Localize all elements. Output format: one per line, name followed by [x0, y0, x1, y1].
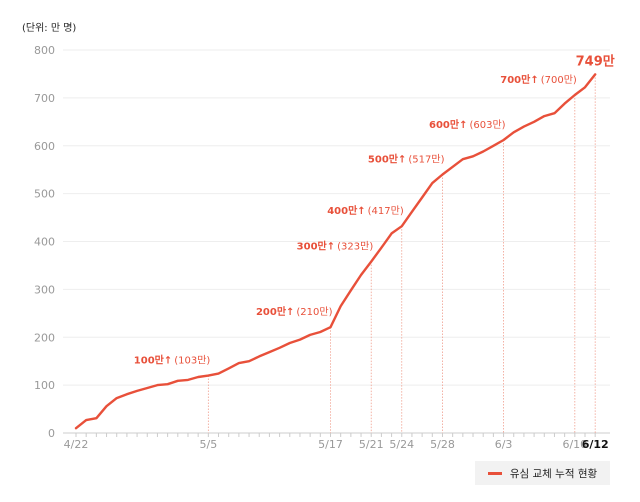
milestone-annotation: 400만↑ (417만) — [327, 204, 404, 217]
milestone-actual: (417만) — [368, 205, 404, 217]
milestone-threshold: 700만↑ — [500, 73, 538, 86]
legend: 유심 교체 누적 현황 — [475, 461, 610, 485]
milestone-annotation: 500만↑ (517만) — [368, 152, 445, 165]
y-tick-label: 200 — [34, 331, 55, 344]
milestone-threshold: 400만↑ — [327, 204, 365, 217]
y-tick-label: 300 — [34, 283, 55, 296]
x-tick-label: 5/5 — [199, 438, 217, 451]
milestone-threshold: 100만↑ — [134, 354, 172, 367]
milestone-threshold: 200만↑ — [256, 305, 294, 318]
y-tick-label: 800 — [34, 44, 55, 57]
legend-swatch — [487, 471, 502, 475]
x-tick-label: 5/24 — [389, 438, 414, 451]
milestone-actual: (103만) — [174, 355, 210, 367]
series-line — [74, 73, 597, 430]
milestone-actual: (323만) — [337, 241, 373, 253]
x-tick-label: 4/22 — [64, 438, 89, 451]
milestone-annotation: 300만↑ (323만) — [297, 240, 374, 253]
milestone-threshold: 300만↑ — [297, 240, 335, 253]
milestone-threshold: 500만↑ — [368, 152, 406, 165]
x-tick-label: 5/21 — [359, 438, 384, 451]
y-tick-label: 0 — [48, 427, 55, 440]
end-value-label: 749만 — [576, 53, 615, 69]
x-tick-label: 6/3 — [495, 438, 513, 451]
milestone-actual: (603만) — [469, 119, 505, 131]
milestone-threshold: 600만↑ — [429, 118, 467, 131]
unit-label: (단위: 만 명) — [22, 21, 76, 34]
x-tick-label: 5/17 — [318, 438, 343, 451]
x-tick-label: 5/28 — [430, 438, 455, 451]
milestone-annotation: 600만↑ (603만) — [429, 118, 506, 131]
milestone-actual: (210만) — [296, 306, 332, 318]
y-tick-label: 700 — [34, 92, 55, 105]
x-tick-label: 6/10 — [562, 438, 587, 451]
milestone-annotation: 200만↑ (210만) — [256, 305, 333, 318]
y-tick-label: 600 — [34, 140, 55, 153]
milestone-annotation: 700만↑ (700만) — [500, 73, 577, 86]
y-tick-label: 500 — [34, 188, 55, 201]
x-tick-label: 6/12 — [582, 438, 609, 451]
legend-label: 유심 교체 누적 현황 — [509, 467, 598, 480]
milestone-actual: (517만) — [408, 153, 444, 165]
y-tick-label: 400 — [34, 236, 55, 249]
y-tick-label: 100 — [34, 379, 55, 392]
milestone-annotation: 100만↑ (103만) — [134, 354, 211, 367]
milestone-actual: (700만) — [541, 74, 577, 86]
